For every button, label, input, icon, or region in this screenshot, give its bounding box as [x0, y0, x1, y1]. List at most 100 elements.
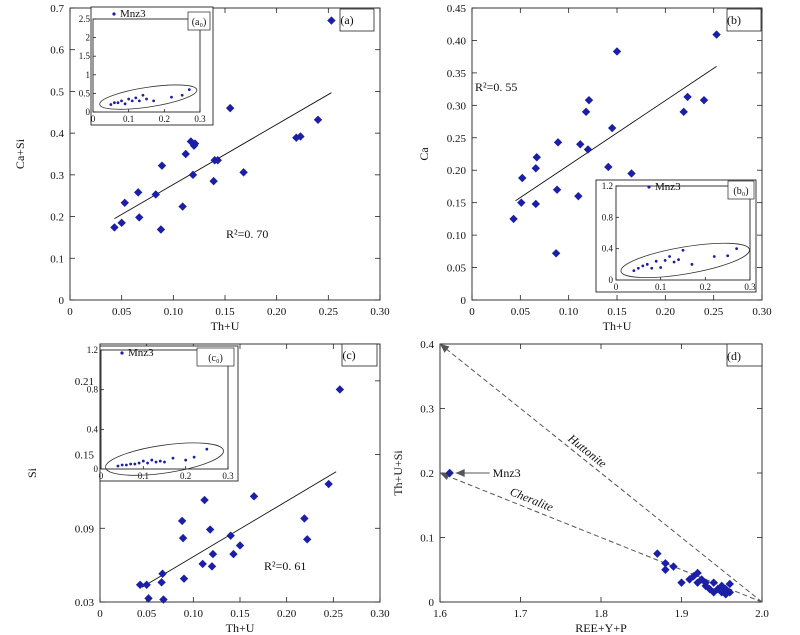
data-point: [709, 578, 718, 587]
data-point: [693, 568, 702, 578]
y-tick-label: 0.1: [420, 533, 434, 545]
panel-label-box: [341, 343, 378, 367]
data-point: [721, 584, 730, 594]
inset-data-point: [192, 455, 196, 459]
data-point: [685, 575, 694, 584]
y-axis-title: Th+U+Si: [391, 450, 405, 496]
y-tick-label: 0: [461, 295, 467, 307]
y-tick-label: 0.4: [50, 128, 64, 140]
data-point: [725, 579, 734, 589]
inset-y-tick-label: 0: [94, 464, 99, 474]
x-tick-label: 0.30: [370, 608, 390, 620]
data-point: [607, 123, 617, 133]
data-point: [701, 578, 710, 587]
inset-data-point: [180, 93, 184, 97]
inset-data-point: [120, 463, 124, 467]
data-point: [120, 198, 129, 208]
data-point: [705, 584, 714, 594]
inset-y-tick-label: 1.5: [79, 51, 91, 61]
inset-data-point: [130, 99, 134, 103]
x-tick-label: 0: [67, 306, 73, 318]
data-point: [627, 169, 636, 178]
data-point: [213, 156, 222, 165]
inset-b: 0 0.1 0.2 0.3 0 0.4 0.8 1.2 Mnz3 (b₀): [595, 179, 757, 293]
y-tick-label: 0.21: [75, 376, 94, 388]
inset-x-tick-label: 0: [99, 471, 104, 481]
arrowhead: [440, 344, 450, 353]
inset-plot-frame: [100, 349, 229, 470]
y-axis-title: Si: [25, 467, 39, 478]
inset-data-point: [116, 464, 120, 468]
inset-ellipse: [99, 84, 198, 110]
data-point: [679, 107, 688, 117]
inset-plot-frame: [615, 185, 751, 281]
panel-b: 0 0.05 0.10 0.15 0.20 0.25 0.3000.050.100.150.…: [417, 3, 772, 333]
data-point: [709, 588, 718, 597]
inset-data-point: [129, 462, 133, 466]
data-point: [179, 574, 189, 583]
inset-x-tick-label: 0: [614, 282, 619, 292]
inset-x-tick-label: 0.3: [222, 471, 234, 481]
inset-data-point: [125, 463, 128, 467]
panel-label: (d): [727, 349, 741, 363]
data-point: [296, 132, 305, 141]
y-tick-label: 0.3: [50, 170, 64, 182]
inset-data-point: [668, 255, 671, 258]
inset-x-tick-label: 0.1: [123, 114, 134, 124]
inset-data-point: [152, 99, 156, 103]
inset-label: (a₀): [192, 17, 207, 28]
inset-frame: [99, 345, 239, 482]
data-point: [531, 199, 540, 209]
inset-data-point: [145, 97, 148, 101]
panel-a: 0 0.05 0.10 0.15 0.20 0.25 0.3000.10.20.30.40.…: [13, 3, 390, 333]
legend-label: Mnz3: [128, 347, 154, 359]
inset-label-box: [187, 11, 211, 31]
inset-data-point: [137, 99, 141, 103]
data-point: [581, 107, 591, 117]
y-tick-label: 0.05: [447, 263, 467, 275]
panel-label: (b): [727, 13, 741, 27]
y-tick-label: 0.10: [447, 230, 467, 242]
data-point: [693, 578, 702, 587]
y-tick-label: 0.40: [447, 35, 467, 47]
mnz3-arrowhead: [455, 469, 465, 477]
regression-line: [114, 92, 332, 220]
inset-label-box: [727, 180, 755, 200]
y-tick-label: 0.20: [447, 165, 467, 177]
inset-y-tick-label: 0.5: [79, 88, 91, 98]
data-point: [612, 47, 622, 56]
inset-data-point: [141, 459, 145, 463]
inset-data-point: [681, 248, 685, 252]
data-point: [669, 562, 678, 571]
inset-x-tick-label: 0.2: [159, 114, 170, 124]
inset-data-point: [113, 101, 116, 105]
x-tick-label: 0.05: [137, 608, 157, 620]
x-tick-label: 1.9: [675, 608, 689, 620]
data-point: [229, 549, 238, 559]
endmember-label: Cheralite: [508, 484, 556, 514]
inset-data-point: [645, 262, 649, 266]
data-point: [158, 569, 167, 578]
data-point: [207, 562, 217, 571]
inset-x-tick-label: 0.1: [138, 471, 149, 481]
y-tick-label: 0.15: [447, 198, 467, 210]
data-point: [249, 492, 259, 501]
inset-data-point: [127, 97, 131, 101]
x-tick-label: 0.05: [112, 306, 132, 318]
x-tick-label: 0: [97, 608, 103, 620]
y-tick-label: 0: [59, 295, 65, 307]
panel-c: 0 0.05 0.10 0.15 0.20 0.25 0.300.030.090.150.2…: [25, 343, 390, 635]
inset-x-tick-label: 0: [91, 114, 96, 124]
data-point: [552, 185, 562, 194]
data-point: [178, 202, 187, 211]
inset-data-point: [632, 269, 636, 272]
x-axis-title: Th+U: [226, 621, 255, 635]
r-squared-label: R²=0. 61: [264, 559, 306, 573]
inset-y-tick-label: 0.8: [87, 385, 99, 395]
data-point: [712, 30, 721, 39]
inset-y-tick-label: 0.4: [602, 244, 614, 254]
data-point: [205, 525, 215, 534]
data-point: [553, 138, 563, 147]
panel-label: (a): [340, 13, 353, 27]
data-point: [584, 95, 594, 105]
